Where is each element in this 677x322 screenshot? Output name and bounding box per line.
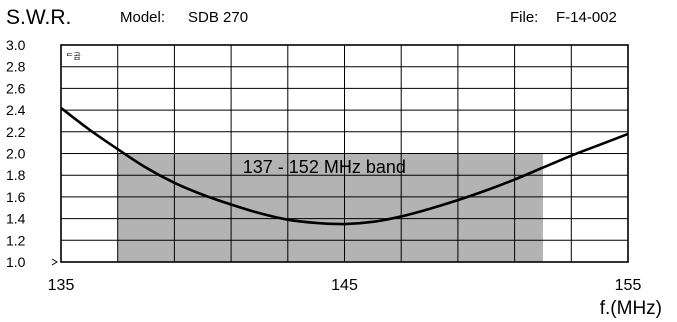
corner-mark: ᄃ곱	[66, 52, 81, 61]
band-label: 137 - 152 MHz band	[243, 157, 406, 177]
y-tick-label: 3.0	[6, 37, 26, 53]
x-tick-label: 135	[48, 277, 75, 294]
plot-frame	[60, 44, 629, 263]
grid-layer	[61, 45, 628, 262]
band-layer	[117, 153, 543, 262]
y-tick-label: 1.2	[6, 232, 26, 248]
y-tick-label: 2.6	[6, 80, 26, 96]
file-value: F-14-002	[556, 9, 617, 26]
curve-layer	[60, 106, 629, 226]
y-tick-label: 2.0	[6, 146, 26, 162]
frequency-band	[117, 153, 543, 262]
y-tick-label: 1.4	[6, 211, 26, 227]
y-tick-label: 1.6	[6, 189, 26, 205]
y-tick-labels: 1.0 1.2 1.4 1.6 1.8 2.0 2.2 2.4 2.6 2.8 3.0	[6, 37, 58, 270]
x-axis-label: f.(MHz)	[600, 298, 662, 319]
y-tick-label: 2.8	[6, 59, 26, 75]
swr-curve	[60, 106, 629, 226]
x-tick-labels: 135 145 155	[48, 277, 642, 294]
x-tick-label: 155	[615, 277, 642, 294]
y-tick-label: 1.0	[6, 254, 26, 270]
y-tick-label: 2.2	[6, 124, 26, 140]
file-label: File:	[510, 9, 538, 26]
baseline-marker	[51, 258, 58, 266]
y-tick-label: 2.4	[6, 102, 26, 118]
model-value: SDB 270	[188, 9, 248, 26]
y-tick-label: 1.8	[6, 167, 26, 183]
chart-title: S.W.R.	[6, 6, 71, 29]
x-tick-label: 145	[331, 277, 358, 294]
model-label: Model:	[120, 9, 165, 26]
